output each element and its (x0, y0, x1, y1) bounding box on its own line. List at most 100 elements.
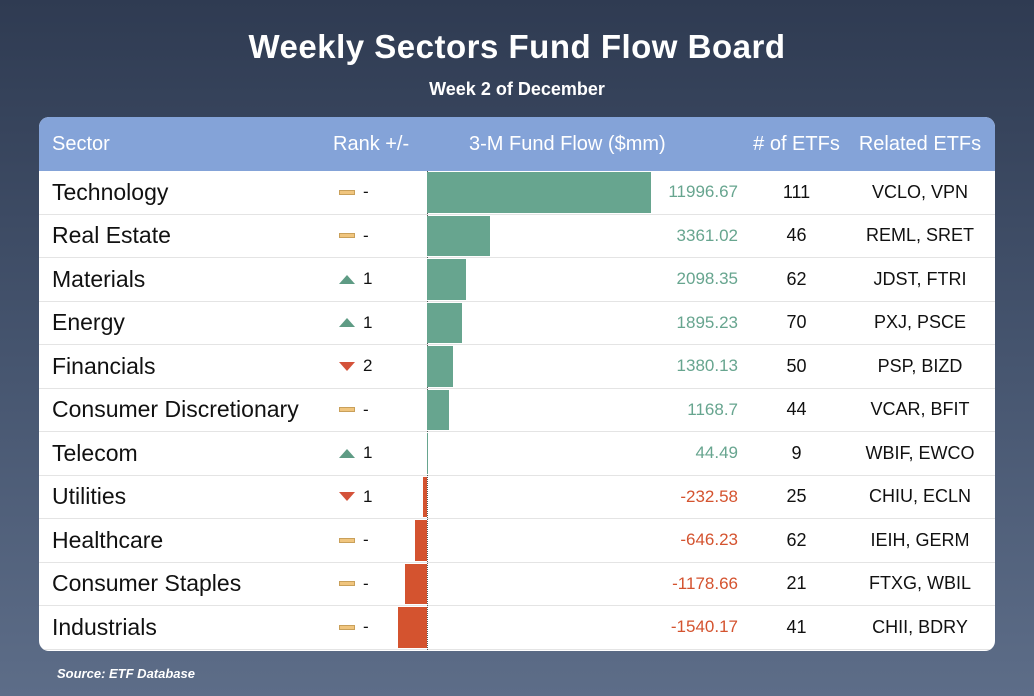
rank-change: - (327, 182, 427, 202)
flow-bar-cell (427, 215, 655, 258)
rank-flat-icon (339, 407, 355, 413)
flow-bar (414, 520, 427, 561)
header-related: Related ETFs (858, 132, 982, 155)
table-row: Real Estate - 3361.02 46 REML, SRET (39, 215, 995, 258)
flow-bar-cell (427, 171, 655, 214)
sector-name: Telecom (52, 439, 138, 466)
rank-flat-icon (339, 537, 355, 543)
rank-up-icon (339, 274, 355, 284)
flow-value: -232.58 (680, 486, 738, 506)
table-body: Technology - 11996.67 111 VCLO, VPN Real … (39, 171, 995, 650)
related-etfs: REML, SRET (865, 225, 975, 246)
flow-bar (427, 389, 449, 430)
rank-change: 2 (327, 356, 427, 376)
rank-flat-icon (339, 233, 355, 239)
rank-value: - (363, 399, 369, 419)
header-flow: 3-M Fund Flow ($mm) (469, 132, 666, 155)
flow-bar (405, 563, 427, 604)
table-header: Sector Rank +/- 3-M Fund Flow ($mm) # of… (39, 117, 995, 171)
flow-bar-cell (427, 432, 655, 475)
flow-bar-cell (398, 606, 655, 649)
rank-value: - (363, 617, 369, 637)
table-row: Consumer Discretionary - 1168.7 44 VCAR,… (39, 389, 995, 432)
flow-bar-cell (427, 258, 655, 301)
etf-count: 25 (786, 486, 807, 507)
related-etfs: JDST, FTRI (873, 268, 967, 289)
table-row: Healthcare - -646.23 62 IEIH, GERM (39, 519, 995, 563)
rank-value: 2 (363, 356, 373, 376)
etf-count: 41 (786, 616, 807, 637)
related-etfs: CHII, BDRY (872, 616, 968, 637)
table-row: Industrials - -1540.17 41 CHII, BDRY (39, 606, 995, 650)
table-row: Consumer Staples - -1178.66 21 FTXG, WBI… (39, 563, 995, 606)
related-etfs: PXJ, PSCE (873, 312, 967, 333)
rank-value: 1 (363, 269, 373, 289)
flow-bar (427, 433, 428, 474)
rank-change: 1 (327, 487, 427, 507)
sector-name: Utilities (52, 483, 127, 510)
sector-name: Industrials (52, 613, 157, 640)
flow-value: -1178.66 (672, 573, 738, 593)
source-note: Source: ETF Database (57, 666, 195, 681)
rank-value: - (363, 225, 369, 245)
related-etfs: VCAR, BFIT (870, 399, 970, 420)
fund-flow-table: Sector Rank +/- 3-M Fund Flow ($mm) # of… (39, 117, 995, 651)
table-row: Telecom 1 44.49 9 WBIF, EWCO (39, 432, 995, 476)
flow-value: 1895.23 (676, 312, 738, 332)
rank-change: - (327, 574, 427, 594)
flow-bar (422, 476, 427, 517)
flow-bar (427, 215, 490, 256)
rank-change: - (327, 226, 427, 246)
etf-count: 70 (786, 312, 807, 333)
rank-change: - (327, 617, 427, 637)
etf-count: 62 (786, 529, 807, 550)
rank-value: 1 (363, 486, 373, 506)
sector-name: Healthcare (52, 526, 164, 553)
rank-value: 1 (363, 443, 373, 463)
table-row: Technology - 11996.67 111 VCLO, VPN (39, 171, 995, 215)
flow-bar (427, 172, 651, 213)
etf-count: 46 (786, 225, 807, 246)
rank-flat-icon (339, 624, 355, 630)
flow-value: 44.49 (695, 443, 738, 463)
etf-count: 111 (782, 181, 811, 202)
rank-up-icon (339, 318, 355, 328)
flow-bar-cell (405, 563, 655, 606)
flow-value: 3361.02 (676, 225, 738, 245)
flow-value: -1540.17 (670, 617, 738, 637)
flow-value: 2098.35 (676, 269, 738, 289)
flow-bar-cell (427, 345, 655, 388)
flow-bar (398, 607, 427, 648)
related-etfs: WBIF, EWCO (865, 442, 975, 463)
rank-value: - (363, 530, 369, 550)
rank-down-icon (339, 492, 355, 502)
flow-bar (427, 259, 467, 300)
header-sector: Sector (52, 132, 110, 155)
related-etfs: PSP, BIZD (877, 355, 963, 376)
etf-count: 44 (786, 399, 807, 420)
page-title: Weekly Sectors Fund Flow Board (248, 28, 786, 65)
flow-bar (427, 346, 453, 387)
rank-down-icon (339, 361, 355, 371)
flow-bar (427, 302, 463, 343)
header-etf-count: # of ETFs (753, 132, 840, 155)
sector-name: Real Estate (52, 222, 171, 249)
flow-value: 1380.13 (676, 356, 738, 376)
rank-flat-icon (339, 189, 355, 195)
related-etfs: FTXG, WBIL (868, 573, 971, 594)
related-etfs: IEIH, GERM (870, 529, 970, 550)
flow-bar-cell (422, 476, 655, 519)
etf-count: 9 (791, 442, 802, 463)
etf-count: 21 (786, 573, 807, 594)
sector-name: Consumer Discretionary (52, 396, 299, 423)
table-row: Materials 1 2098.35 62 JDST, FTRI (39, 258, 995, 302)
flow-value: -646.23 (680, 530, 738, 550)
related-etfs: VCLO, VPN (871, 181, 969, 202)
rank-value: 1 (363, 312, 373, 332)
rank-change: 1 (327, 443, 427, 463)
rank-value: - (363, 182, 369, 202)
flow-bar-cell (427, 302, 655, 345)
sector-name: Energy (52, 309, 125, 336)
table-row: Financials 2 1380.13 50 PSP, BIZD (39, 345, 995, 389)
flow-bar-cell (427, 389, 655, 432)
